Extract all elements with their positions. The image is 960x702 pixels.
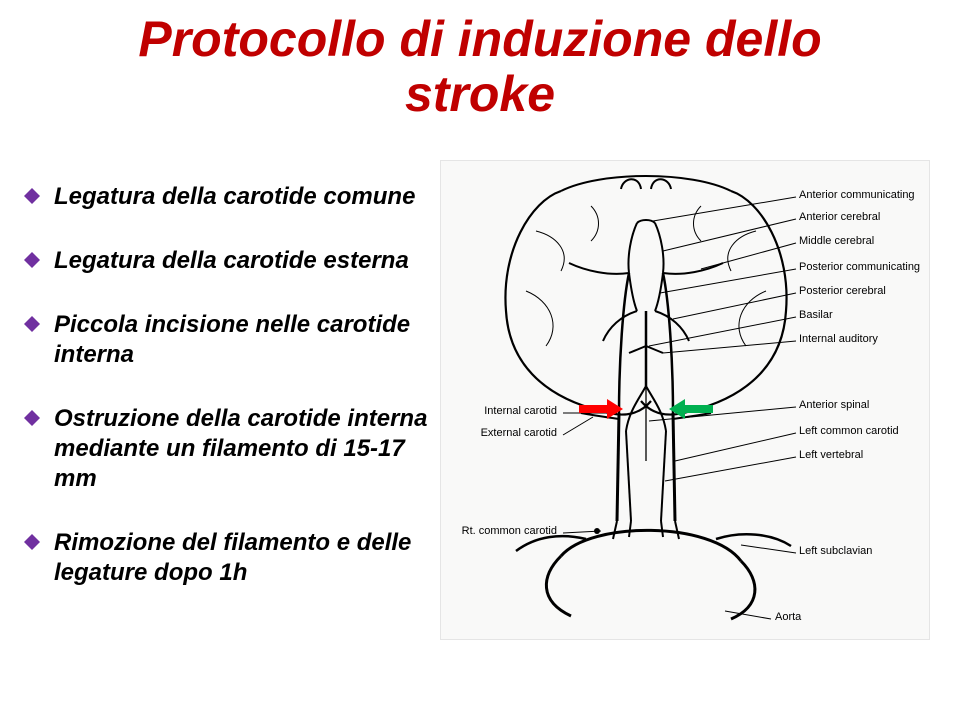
bullet-item: Piccola incisione nelle carotide interna bbox=[24, 310, 440, 370]
bullet-item: Legatura della carotide comune bbox=[24, 182, 440, 212]
label-internal-carotid: Internal carotid bbox=[484, 405, 557, 417]
label-internal-auditory: Internal auditory bbox=[799, 333, 878, 345]
bullet-item: Legatura della carotide esterna bbox=[24, 246, 440, 276]
bullet-item: Rimozione del filamento e delle legature… bbox=[24, 528, 440, 588]
content-row: Legatura della carotide comune Legatura … bbox=[0, 152, 960, 640]
label-left-common-carotid: Left common carotid bbox=[799, 425, 899, 437]
bullet-text: Rimozione del filamento e delle legature… bbox=[54, 528, 440, 588]
label-left-subclavian: Left subclavian bbox=[799, 545, 872, 557]
title-line-2: stroke bbox=[405, 66, 555, 122]
diamond-bullet-icon bbox=[24, 410, 44, 426]
label-left-vertebral: Left vertebral bbox=[799, 449, 863, 461]
bullet-text: Legatura della carotide esterna bbox=[54, 246, 440, 276]
diamond-bullet-icon bbox=[24, 534, 44, 550]
title-line-1: Protocollo di induzione dello bbox=[138, 11, 821, 67]
label-external-carotid: External carotid bbox=[481, 427, 557, 439]
bullet-text: Ostruzione della carotide interna median… bbox=[54, 404, 440, 494]
label-aorta: Aorta bbox=[775, 611, 801, 623]
diamond-bullet-icon bbox=[24, 252, 44, 268]
label-posterior-cerebral: Posterior cerebral bbox=[799, 285, 886, 297]
slide-title: Protocollo di induzione dello stroke bbox=[0, 0, 960, 122]
anatomical-diagram: Anterior communicating Anterior cerebral… bbox=[440, 160, 930, 640]
label-anterior-spinal: Anterior spinal bbox=[799, 399, 869, 411]
label-rt-common-carotid: Rt. common carotid bbox=[462, 525, 557, 537]
figure-column: Anterior communicating Anterior cerebral… bbox=[440, 152, 960, 640]
bullet-list: Legatura della carotide comune Legatura … bbox=[0, 152, 440, 622]
label-anterior-communicating: Anterior communicating bbox=[799, 189, 915, 201]
bullet-text: Legatura della carotide comune bbox=[54, 182, 440, 212]
label-middle-cerebral: Middle cerebral bbox=[799, 235, 874, 247]
bullet-text: Piccola incisione nelle carotide interna bbox=[54, 310, 440, 370]
diamond-bullet-icon bbox=[24, 188, 44, 204]
label-basilar: Basilar bbox=[799, 309, 833, 321]
diamond-bullet-icon bbox=[24, 316, 44, 332]
bullet-item: Ostruzione della carotide interna median… bbox=[24, 404, 440, 494]
label-posterior-communicating: Posterior communicating bbox=[799, 261, 920, 273]
label-anterior-cerebral: Anterior cerebral bbox=[799, 211, 880, 223]
